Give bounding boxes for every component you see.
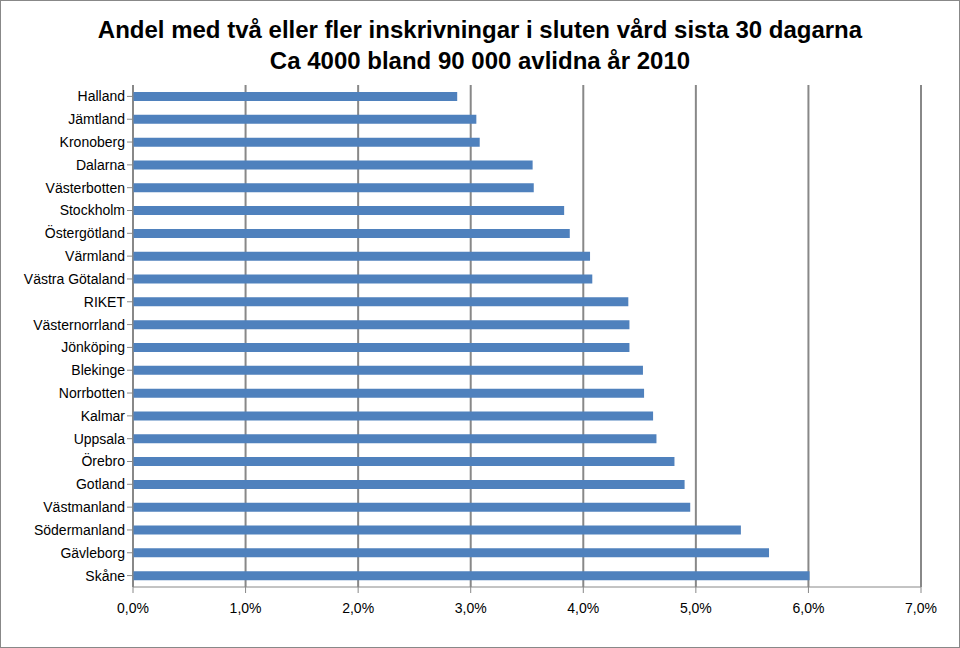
svg-text:1,0%: 1,0% — [230, 600, 262, 616]
svg-text:Örebro: Örebro — [81, 452, 125, 469]
svg-text:Uppsala: Uppsala — [74, 431, 126, 447]
svg-text:Jönköping: Jönköping — [61, 339, 125, 355]
svg-text:Blekinge: Blekinge — [71, 362, 125, 378]
svg-text:Gävleborg: Gävleborg — [60, 545, 125, 561]
svg-text:2,0%: 2,0% — [342, 600, 374, 616]
svg-text:Stockholm: Stockholm — [60, 202, 125, 218]
svg-text:Jämtland: Jämtland — [68, 111, 125, 127]
svg-text:Värmland: Värmland — [65, 248, 125, 264]
svg-text:Västerbotten: Västerbotten — [46, 180, 125, 196]
svg-text:Östergötland: Östergötland — [45, 224, 125, 241]
html-text:Ca 4000 bland 90 000 avlidna å: Ca 4000 bland 90 000 avlidna år 2010 — [269, 47, 691, 74]
svg-text:Norrbotten: Norrbotten — [59, 385, 125, 401]
svg-text:Västra Götaland: Västra Götaland — [24, 271, 125, 287]
svg-text:3,0%: 3,0% — [455, 600, 487, 616]
svg-text:Västernorrland: Västernorrland — [33, 317, 125, 333]
svg-text:6,0%: 6,0% — [792, 600, 824, 616]
svg-text:Dalarna: Dalarna — [76, 157, 125, 173]
svg-text:7,0%: 7,0% — [905, 600, 937, 616]
svg-text:Västmanland: Västmanland — [43, 499, 125, 515]
svg-text:RIKET: RIKET — [84, 294, 126, 310]
html-text:Andel med två eller fler inskr: Andel med två eller fler inskrivningar i… — [97, 16, 863, 43]
svg-text:Kalmar: Kalmar — [81, 408, 126, 424]
svg-text:Södermanland: Södermanland — [34, 522, 125, 538]
svg-text:Gotland: Gotland — [76, 476, 125, 492]
svg-text:5,0%: 5,0% — [680, 600, 712, 616]
svg-text:4,0%: 4,0% — [567, 600, 599, 616]
svg-text:Kronoberg: Kronoberg — [60, 134, 125, 150]
svg-text:Skåne: Skåne — [85, 568, 125, 584]
svg-text:0,0%: 0,0% — [117, 600, 149, 616]
svg-text:Halland: Halland — [78, 88, 125, 104]
